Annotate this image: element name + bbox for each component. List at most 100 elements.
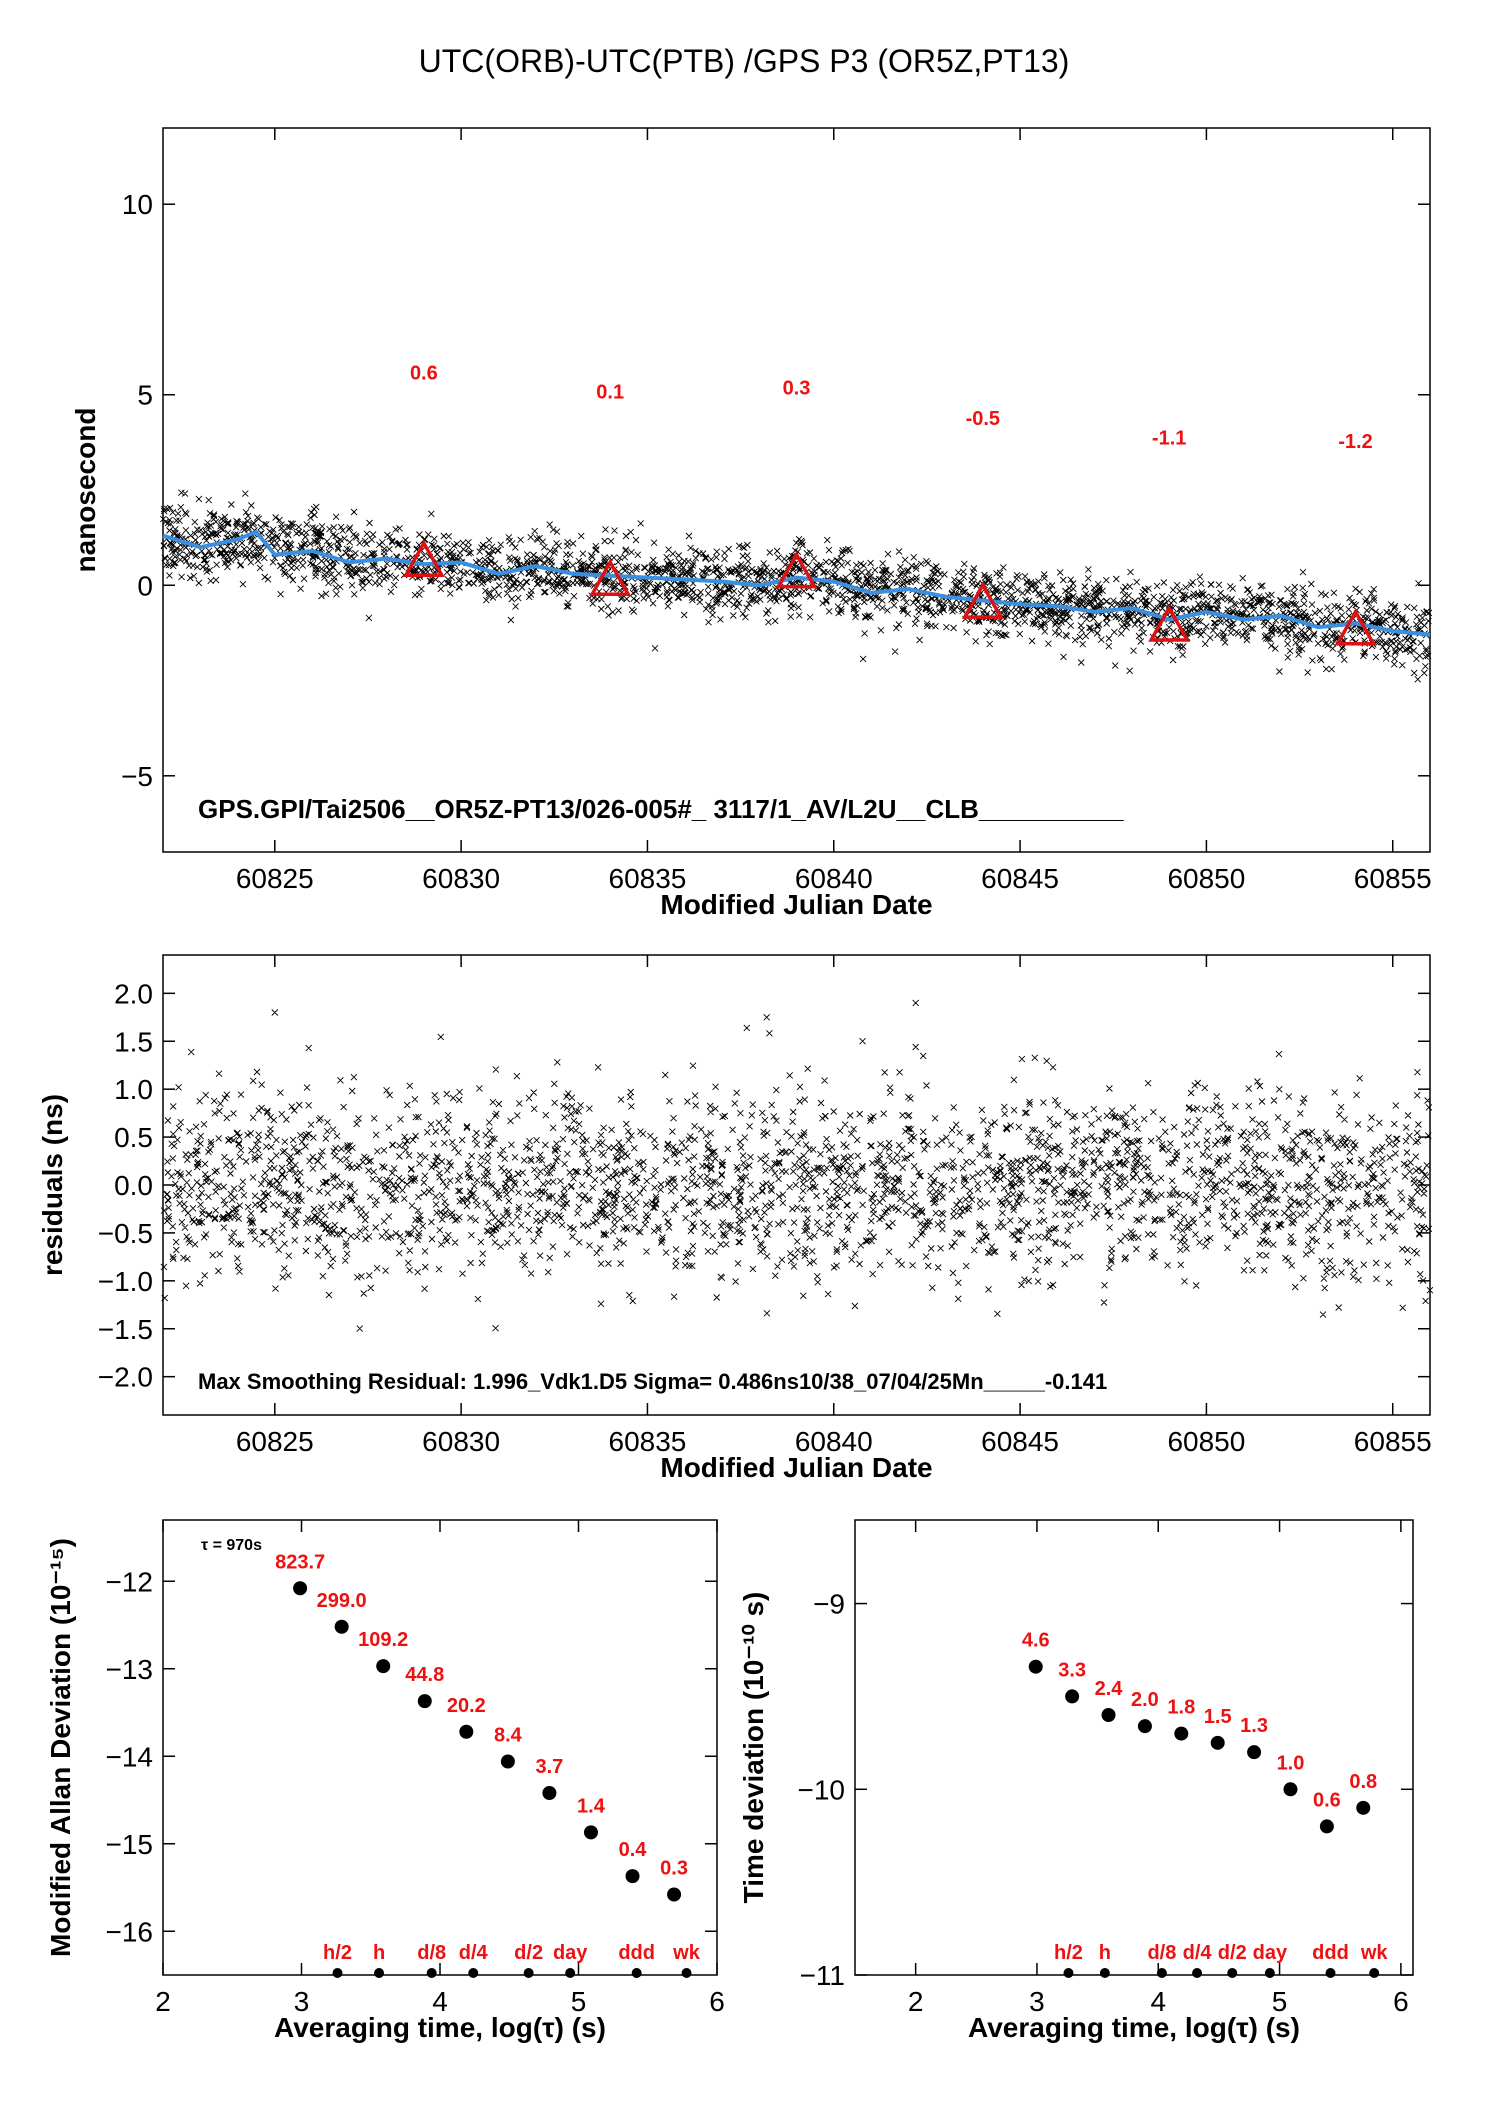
triangle-marker	[589, 558, 632, 597]
x-tick-label: 60845	[981, 863, 1059, 894]
time-marker-label: day	[553, 1942, 588, 1964]
y-tick-label: −11	[800, 1960, 845, 1991]
deviation-point	[293, 1581, 308, 1596]
x-tick-label: 60855	[1354, 1426, 1432, 1457]
y-tick-label: 1.0	[114, 1074, 153, 1105]
residuals-panel: 60825 60830 60835 60840 60845 60850 60855 2.0 1.…	[37, 954, 1434, 1483]
time-marker-label: ddd	[1312, 1942, 1349, 1964]
deviation-value-label: 0.8	[1349, 1771, 1377, 1793]
deviation-point	[1283, 1782, 1298, 1797]
mdev-panel: 2 3 4 5 6 −12 −13 −14 −15 −16 823.7 299.0 109.2 44.82…	[45, 1519, 725, 2043]
y-tick-label: 0	[137, 570, 153, 601]
time-marker-label: d/4	[1183, 1942, 1213, 1964]
x-axis-label: Modified Julian Date	[660, 1452, 932, 1483]
offset-points	[159, 489, 1433, 683]
x-tick-label: 60840	[795, 863, 873, 894]
triangle-label: -1.2	[1338, 431, 1372, 453]
y-tick-label: −1.0	[98, 1266, 153, 1297]
x-axis-label: Averaging time, log(τ) (s)	[274, 2012, 606, 2043]
x-tick-label: 3	[294, 1986, 310, 2017]
x-tick-label: 60830	[422, 1426, 500, 1457]
x-tick-label: 4	[432, 1986, 448, 2017]
y-tick-label: −9	[813, 1589, 845, 1620]
deviation-value-label: 1.8	[1167, 1697, 1195, 1719]
time-marker-label: d/8	[1147, 1942, 1176, 1964]
x-tick-label: 60855	[1354, 863, 1432, 894]
deviation-value-label: 1.5	[1204, 1706, 1232, 1728]
time-marker-label: d/2	[514, 1942, 543, 1964]
triangle-marker	[402, 539, 445, 577]
deviation-value-label: 3.3	[1058, 1659, 1086, 1681]
time-marker-point	[374, 1968, 385, 1978]
y-tick-label: 2.0	[114, 978, 153, 1009]
x-tick-label: 60845	[981, 1426, 1059, 1457]
y-axis-label: residuals (ns)	[37, 1094, 68, 1276]
deviation-point	[1137, 1719, 1152, 1734]
time-marker-point	[468, 1968, 479, 1978]
x-tick-label: 60835	[609, 863, 687, 894]
y-tick-label: −13	[106, 1654, 154, 1685]
x-tick-label: 6	[1393, 1986, 1409, 2017]
deviation-point	[417, 1694, 432, 1709]
y-tick-label: −12	[106, 1566, 154, 1597]
deviation-value-label: 823.7	[275, 1551, 325, 1573]
time-marker-label: h/2	[323, 1942, 352, 1964]
time-marker-label: day	[1253, 1942, 1288, 1964]
time-marker-label: d/8	[417, 1942, 446, 1964]
y-tick-label: −0.5	[98, 1218, 153, 1249]
deviation-point	[1210, 1735, 1225, 1750]
y-tick-label: 10	[122, 189, 153, 220]
time-marker-point	[631, 1968, 642, 1978]
deviation-point	[542, 1786, 557, 1800]
deviation-value-label: 0.4	[619, 1839, 648, 1861]
y-tick-label: −1.5	[98, 1314, 153, 1345]
time-marker-label: h/2	[1054, 1942, 1083, 1964]
x-axis-label: Averaging time, log(τ) (s)	[968, 2012, 1300, 2043]
x-tick-label: 5	[1272, 1986, 1288, 2017]
y-tick-label: 5	[137, 380, 153, 411]
triangle-label: 0.6	[410, 362, 438, 384]
deviation-value-label: 109.2	[358, 1629, 408, 1651]
time-marker-label: wk	[1360, 1942, 1389, 1964]
deviation-value-label: 1.0	[1277, 1752, 1305, 1774]
x-tick-label: 2	[908, 1986, 924, 2017]
deviation-value-label: 1.4	[577, 1795, 606, 1817]
x-tick-label: 60840	[795, 1426, 873, 1457]
deviation-point	[1101, 1708, 1116, 1722]
time-marker-point	[1192, 1968, 1203, 1978]
plot-frame	[854, 1519, 1414, 1976]
time-marker-point	[426, 1968, 437, 1978]
x-tick-label: 60835	[609, 1426, 687, 1457]
y-axis-label: nanosecond	[70, 408, 101, 573]
time-marker-point	[332, 1968, 343, 1978]
deviation-point	[500, 1754, 515, 1769]
y-axis-label: Modified Allan Deviation (10⁻¹⁵)	[45, 1538, 76, 1957]
time-marker-point	[1099, 1968, 1110, 1978]
time-marker-label: d/4	[459, 1942, 489, 1964]
deviation-point	[1247, 1745, 1262, 1760]
deviation-point	[1356, 1800, 1371, 1815]
y-tick-label: −10	[798, 1774, 846, 1805]
smoothed-line	[162, 529, 1431, 637]
x-tick-label: 60825	[236, 863, 314, 894]
tdev-panel: 2 3 4 5 6 −9 −10 −11 4.6 3.3 2.4 2.0 1.8 1.5 1.3 1.0 0.6…	[738, 1519, 1414, 2043]
triangle-label: 0.3	[783, 378, 811, 400]
deviation-value-label: 1.3	[1240, 1715, 1268, 1737]
triangle-marker	[1334, 608, 1377, 646]
triangle-label: -0.5	[966, 408, 1000, 430]
plot-frame	[162, 1519, 718, 1976]
time-marker-label: h	[1099, 1942, 1111, 1964]
x-tick-label: 60825	[236, 1426, 314, 1457]
y-tick-label: 1.5	[114, 1026, 153, 1057]
time-marker-point	[1325, 1968, 1336, 1978]
footer-note: Max Smoothing Residual: 1.996_Vdk1.D5 Si…	[198, 1369, 1107, 1394]
deviation-value-label: 0.3	[660, 1858, 688, 1880]
triangle-marker	[961, 581, 1004, 619]
time-marker-point	[1063, 1968, 1074, 1978]
triangle-label: -1.1	[1152, 427, 1186, 449]
deviation-value-label: 4.6	[1022, 1630, 1050, 1652]
time-marker-point	[681, 1968, 692, 1978]
deviation-value-label: 0.6	[1313, 1789, 1341, 1811]
deviation-point	[1065, 1689, 1080, 1704]
